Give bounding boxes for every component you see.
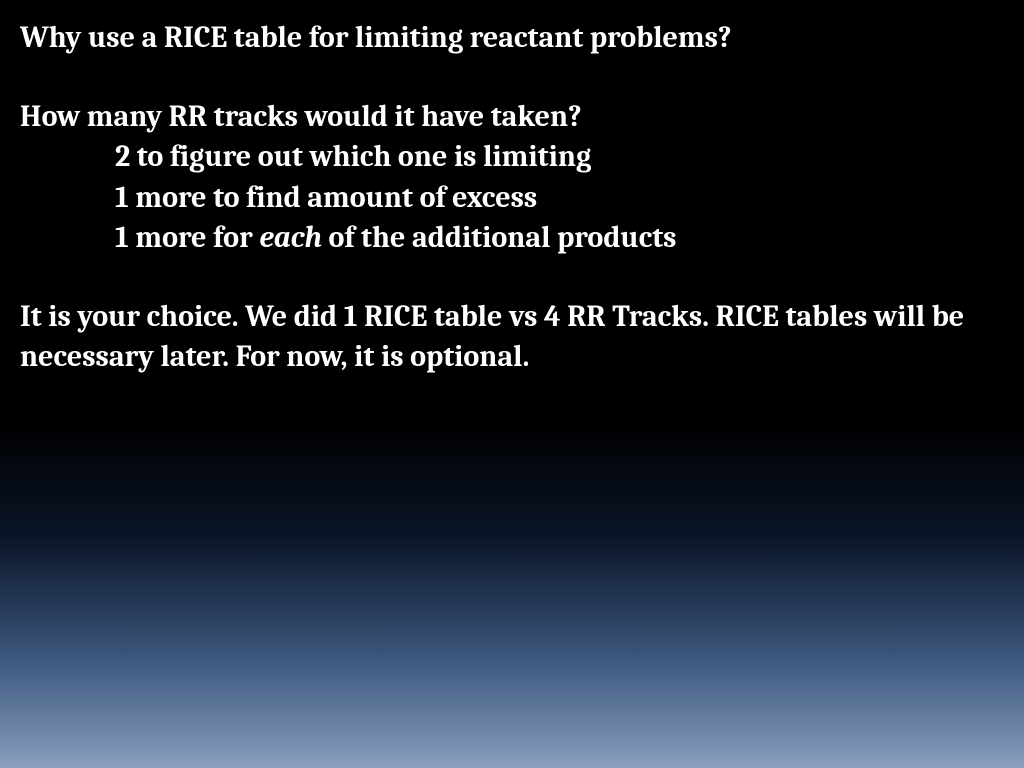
bullet-2: 1 more to find amount of excess (20, 178, 1004, 219)
bullet-1: 2 to figure out which one is limiting (20, 137, 1004, 178)
title-line: Why use a RICE table for limiting reacta… (20, 18, 1004, 59)
question-block: How many RR tracks would it have taken? … (20, 97, 1004, 259)
bullet-3-post: of the additional products (322, 220, 677, 255)
bullet-3: 1 more for each of the additional produc… (20, 218, 1004, 259)
closing-block: It is your choice. We did 1 RICE table v… (20, 297, 1004, 378)
title-text: Why use a RICE table for limiting reacta… (20, 20, 732, 55)
closing-text: It is your choice. We did 1 RICE table v… (20, 299, 964, 375)
question-line: How many RR tracks would it have taken? (20, 97, 1004, 138)
slide-body: Why use a RICE table for limiting reacta… (20, 18, 1004, 378)
bullet-3-em: each (259, 220, 322, 255)
bullet-3-pre: 1 more for (115, 220, 259, 255)
